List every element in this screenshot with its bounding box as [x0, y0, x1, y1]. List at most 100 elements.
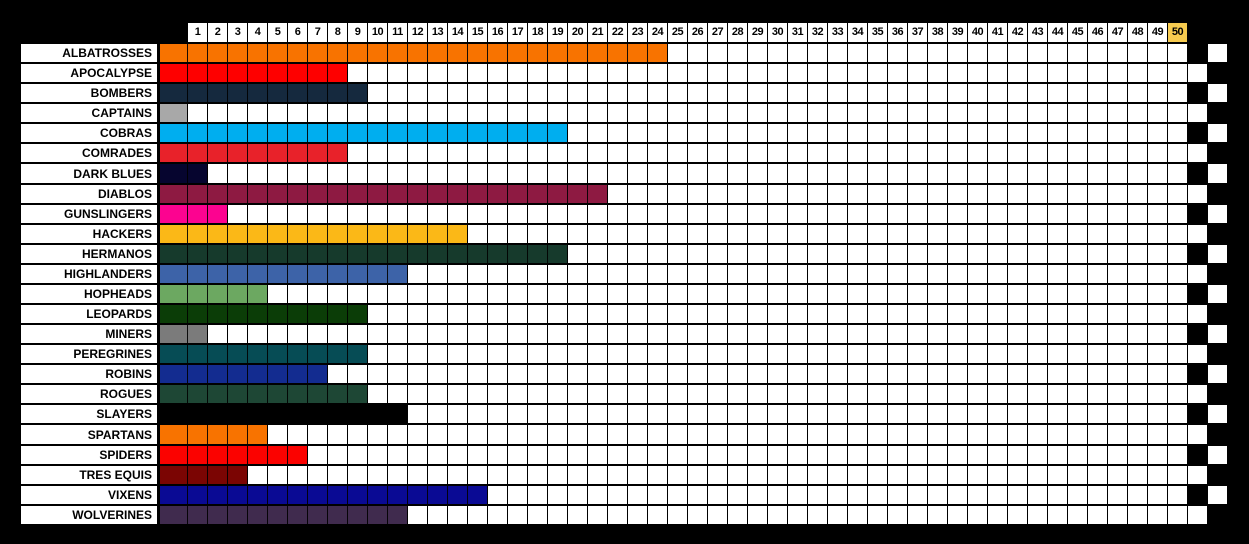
grid-cell — [887, 164, 907, 183]
grid-cell — [907, 124, 927, 143]
grid-cell — [1027, 465, 1047, 484]
bar-cell — [207, 224, 227, 243]
grid-cell — [1067, 164, 1087, 183]
grid-cell — [1047, 204, 1067, 223]
bar-cell — [547, 244, 567, 263]
bar-cell — [347, 505, 367, 524]
grid-cell — [407, 385, 427, 404]
column-header: 42 — [1007, 22, 1027, 42]
grid-cell — [467, 224, 487, 243]
checkered-flag-cell — [1187, 204, 1207, 223]
grid-cell — [627, 305, 647, 324]
checkered-flag-cell — [1187, 405, 1207, 424]
bar-cell — [387, 44, 407, 63]
grid-cell — [1107, 244, 1127, 263]
table-row: TRES EQUIS — [0, 465, 1249, 486]
grid-cell — [627, 264, 647, 283]
bar-cell — [247, 84, 267, 103]
grid-cell — [647, 284, 667, 304]
grid-cell — [847, 264, 867, 283]
grid-cell — [1087, 144, 1107, 163]
grid-cell — [1087, 204, 1107, 223]
grid-cell — [1087, 244, 1107, 263]
grid-cell — [387, 104, 407, 123]
grid-cell — [1167, 465, 1187, 484]
grid-cell — [1167, 425, 1187, 444]
grid-cell — [827, 425, 847, 444]
bar-cell — [187, 445, 207, 464]
grid-cell — [1127, 425, 1147, 444]
grid-cell — [687, 385, 707, 404]
bar-cell — [227, 445, 247, 464]
bar-cell — [487, 124, 507, 143]
bar-cell — [187, 224, 207, 243]
bar-cell — [287, 405, 307, 424]
bar-cell — [207, 264, 227, 283]
grid-cell — [307, 164, 327, 183]
checkered-flag-cell — [1207, 385, 1227, 404]
grid-cell — [547, 164, 567, 183]
bar-cell — [347, 44, 367, 63]
grid-cell — [607, 485, 627, 504]
grid-cell — [667, 325, 687, 344]
column-header: 45 — [1067, 22, 1087, 42]
grid-cell — [1107, 505, 1127, 524]
grid-cell — [727, 385, 747, 404]
grid-cell — [667, 204, 687, 223]
checkered-flag-cell — [1187, 184, 1207, 203]
bar-cell — [427, 184, 447, 203]
grid-cell — [1087, 325, 1107, 344]
grid-cell — [907, 104, 927, 123]
grid-cell — [347, 204, 367, 223]
grid-cell — [1047, 365, 1067, 384]
grid-cell — [867, 164, 887, 183]
grid-cell — [387, 305, 407, 324]
grid-cell — [467, 345, 487, 364]
grid-cell — [1007, 405, 1027, 424]
grid-cell — [607, 84, 627, 103]
grid-cell — [747, 44, 767, 63]
grid-cell — [427, 365, 447, 384]
team-label: LEOPARDS — [21, 305, 157, 324]
grid-cell — [427, 425, 447, 444]
grid-cell — [947, 305, 967, 324]
grid-cell — [1167, 305, 1187, 324]
team-color-swatch — [160, 305, 187, 324]
grid-cell — [367, 425, 387, 444]
table-row: DIABLOS — [0, 184, 1249, 205]
grid-cell — [787, 485, 807, 504]
grid-cell — [1127, 365, 1147, 384]
grid-cell — [1007, 365, 1027, 384]
grid-cell — [447, 505, 467, 524]
grid-cell — [707, 104, 727, 123]
grid-cell — [1027, 284, 1047, 304]
grid-cell — [727, 425, 747, 444]
grid-cell — [687, 264, 707, 283]
bar-cell — [507, 184, 527, 203]
grid-cell — [307, 284, 327, 304]
grid-cell — [1027, 144, 1047, 163]
grid-cell — [927, 204, 947, 223]
grid-cell — [307, 445, 327, 464]
bar-cell — [207, 405, 227, 424]
grid-cell — [627, 325, 647, 344]
grid-cell — [967, 365, 987, 384]
team-color-swatch — [160, 224, 187, 243]
grid-cell — [987, 305, 1007, 324]
bar-cell — [187, 505, 207, 524]
grid-cell — [847, 325, 867, 344]
grid-cell — [1067, 144, 1087, 163]
grid-cell — [1167, 284, 1187, 304]
grid-cell — [807, 385, 827, 404]
grid-cell — [647, 445, 667, 464]
column-header: 7 — [307, 22, 327, 42]
grid-cell — [827, 64, 847, 83]
grid-cell — [1147, 44, 1167, 63]
team-label: HERMANOS — [21, 244, 157, 263]
grid-cell — [907, 44, 927, 63]
grid-cell — [787, 244, 807, 263]
grid-cell — [547, 365, 567, 384]
checkered-flag-cell — [1207, 445, 1227, 464]
grid-cell — [707, 164, 727, 183]
grid-cell — [787, 184, 807, 203]
